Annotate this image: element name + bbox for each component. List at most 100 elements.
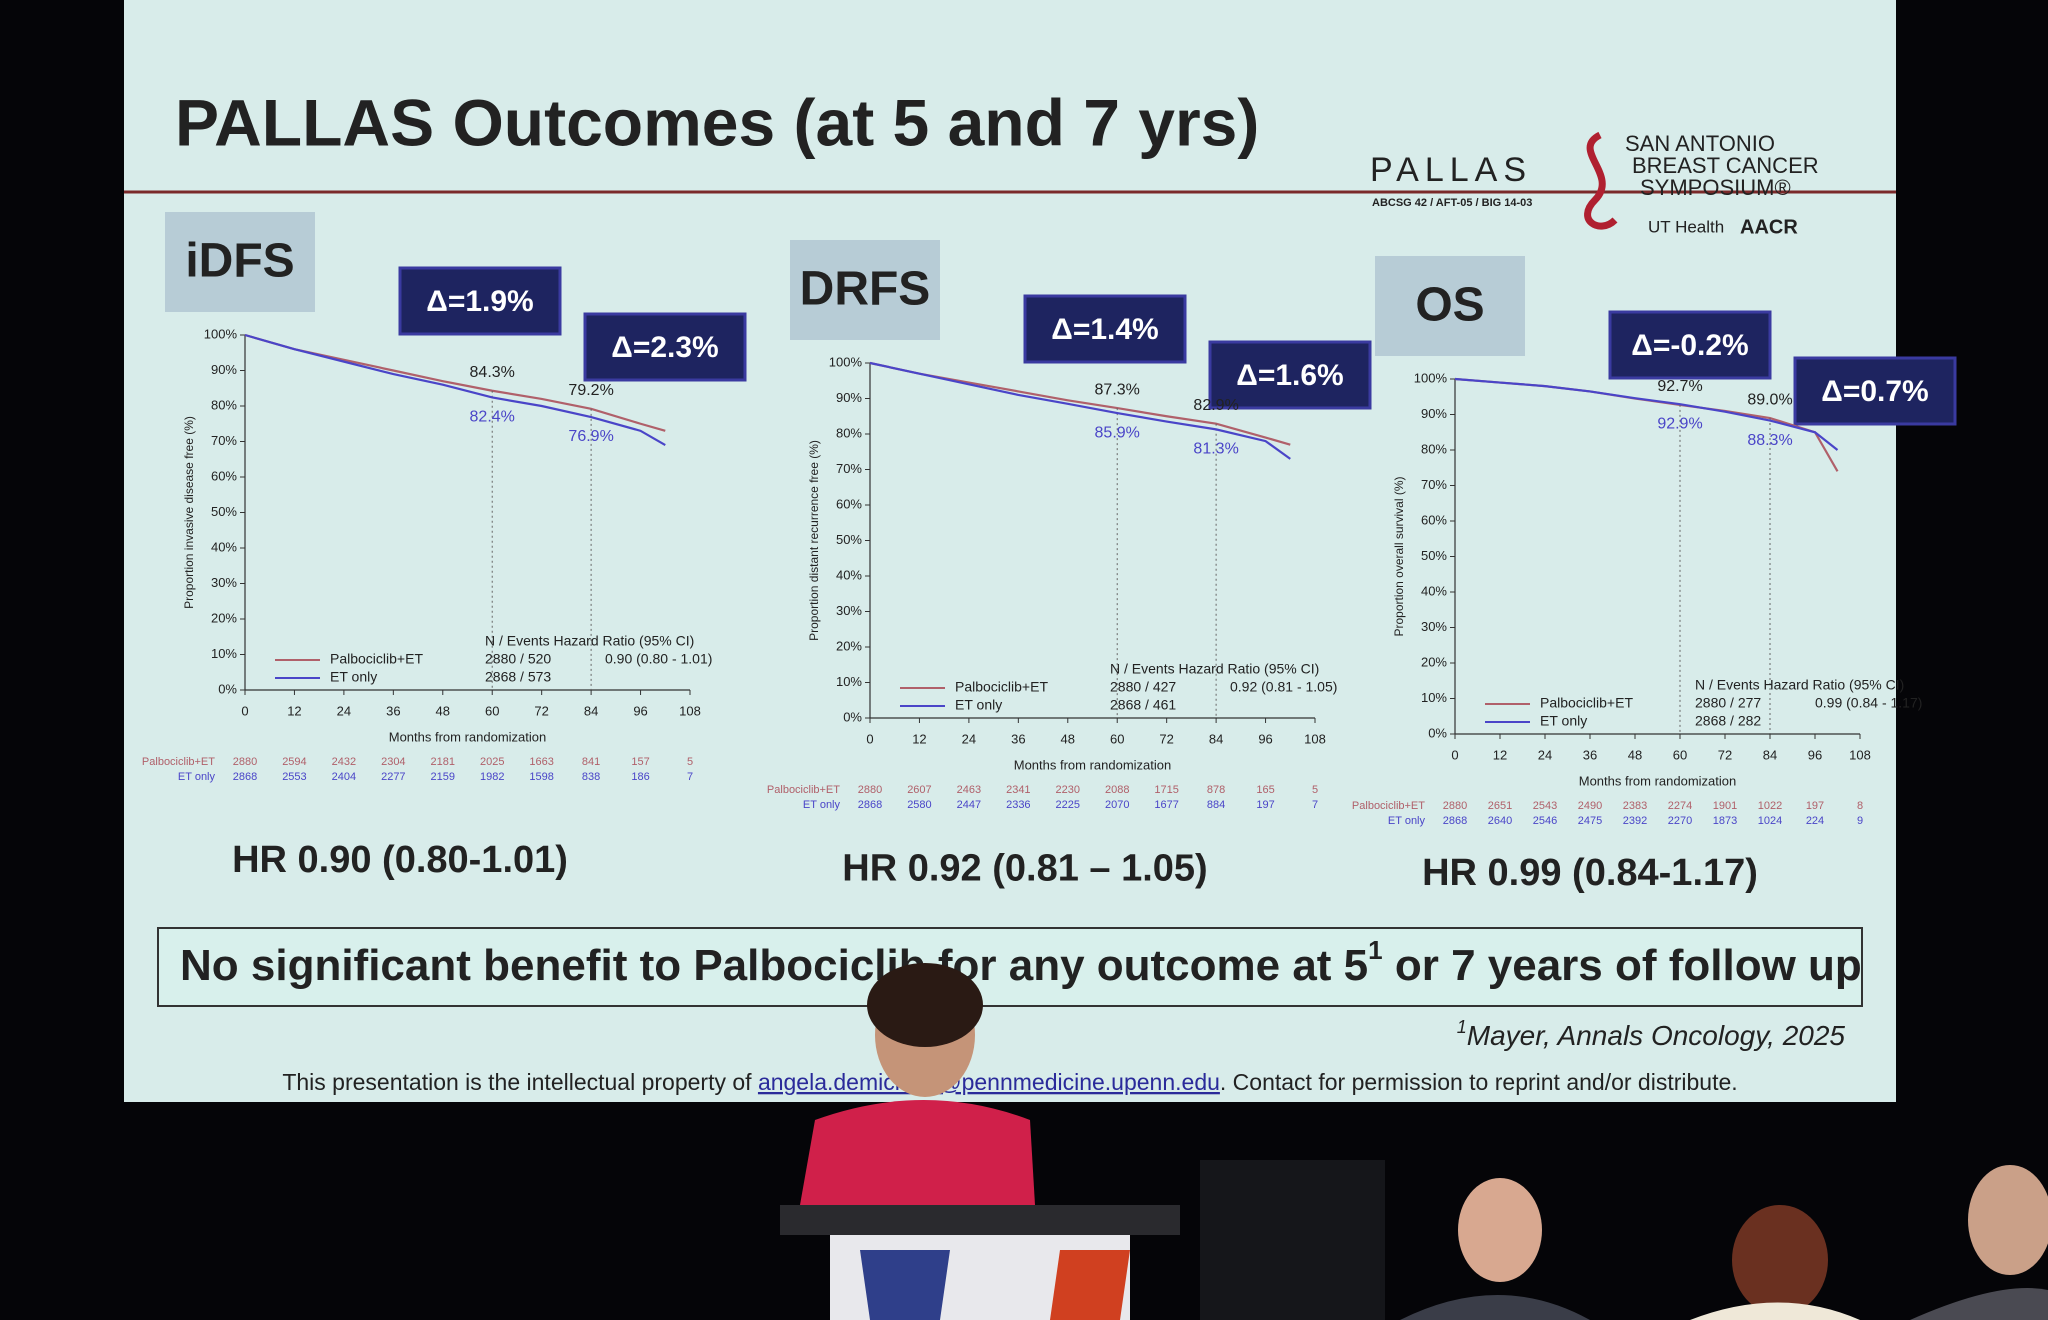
hazard-ratio: HR 0.92 (0.81 – 1.05)	[842, 847, 1207, 889]
y-tick-label: 90%	[1421, 406, 1447, 421]
hazard-ratio: HR 0.99 (0.84-1.17)	[1422, 852, 1758, 894]
y-tick-label: 0%	[843, 709, 862, 724]
stats-cell: 0.90 (0.80 - 1.01)	[605, 651, 712, 667]
risk-count: 2546	[1533, 815, 1557, 827]
y-tick-label: 40%	[211, 539, 237, 554]
x-tick-label: 24	[1538, 747, 1552, 762]
risk-row-label: ET only	[1388, 815, 1426, 827]
panel-title: DRFS	[800, 263, 931, 316]
risk-count: 197	[1256, 799, 1274, 811]
value-label: 92.9%	[1657, 415, 1702, 432]
risk-count: 2880	[233, 756, 257, 768]
risk-count: 838	[582, 771, 600, 783]
sabcs-line: SAN ANTONIO	[1625, 131, 1775, 156]
legend-label: ET only	[1540, 713, 1587, 729]
risk-row-label: Palbociclib+ET	[1352, 800, 1425, 812]
delta-box	[1208, 340, 1372, 410]
risk-count: 2304	[381, 756, 405, 768]
panelist-hair	[1732, 1205, 1828, 1315]
delta-label: Δ=0.7%	[1821, 375, 1928, 408]
stats-cell: 0.92 (0.81 - 1.05)	[1230, 679, 1337, 695]
risk-row-label: ET only	[178, 771, 216, 783]
delta-label: Δ=1.4%	[1051, 313, 1158, 346]
stats-cell: 0.99 (0.84 - 1.17)	[1815, 695, 1922, 711]
risk-count: 841	[582, 756, 600, 768]
risk-count: 186	[631, 771, 649, 783]
x-tick-label: 0	[241, 703, 248, 718]
delta-box	[398, 266, 562, 336]
x-axis-label: Months from randomization	[1014, 757, 1172, 772]
panel-title: iDFS	[185, 235, 294, 288]
value-label: 92.7%	[1657, 378, 1702, 395]
panelist-body	[1910, 1288, 2048, 1320]
x-axis-label: Months from randomization	[389, 729, 547, 744]
footer-text: This presentation is the intellectual pr…	[282, 1069, 758, 1095]
x-tick-label: 0	[866, 731, 873, 746]
risk-row-label: Palbociclib+ET	[142, 756, 215, 768]
y-tick-label: 40%	[1421, 583, 1447, 598]
x-tick-label: 72	[1159, 731, 1173, 746]
x-tick-label: 0	[1451, 747, 1458, 762]
pallas-logo-sub: ABCSG 42 / AFT-05 / BIG 14-03	[1372, 197, 1532, 209]
risk-count: 2475	[1578, 815, 1602, 827]
survival-curve	[869, 361, 1291, 460]
x-tick-label: 48	[436, 703, 450, 718]
conclusion-sup: 1	[1368, 935, 1382, 965]
stats-cell: 2880 / 277	[1695, 695, 1761, 711]
y-tick-label: 50%	[211, 504, 237, 519]
risk-count: 1982	[480, 771, 504, 783]
risk-count: 2880	[858, 784, 882, 796]
risk-count: 2868	[1443, 815, 1467, 827]
x-tick-label: 60	[1110, 731, 1124, 746]
x-tick-label: 60	[485, 703, 499, 718]
risk-count: 7	[687, 771, 693, 783]
y-tick-label: 70%	[211, 433, 237, 448]
value-label: 89.0%	[1747, 391, 1792, 408]
risk-row-label: Palbociclib+ET	[767, 784, 840, 796]
footer: This presentation is the intellectual pr…	[282, 1069, 1737, 1095]
risk-count: 2230	[1056, 784, 1080, 796]
x-axis-label: Months from randomization	[1579, 773, 1737, 788]
y-tick-label: 60%	[1421, 512, 1447, 527]
risk-count: 224	[1806, 815, 1824, 827]
x-tick-label: 24	[337, 703, 351, 718]
panelist-head	[1968, 1165, 2048, 1275]
risk-count: 878	[1207, 784, 1225, 796]
y-tick-label: 0%	[1428, 725, 1447, 740]
podium-stripe	[860, 1250, 950, 1320]
risk-count: 2159	[431, 771, 455, 783]
value-label: 81.3%	[1193, 441, 1238, 458]
risk-count: 2463	[957, 784, 981, 796]
risk-count: 2543	[1533, 800, 1557, 812]
risk-count: 2880	[1443, 800, 1467, 812]
risk-count: 2274	[1668, 800, 1692, 812]
risk-count: 1677	[1154, 799, 1178, 811]
x-tick-label: 84	[1209, 731, 1223, 746]
legend-label: Palbociclib+ET	[955, 679, 1048, 695]
x-tick-label: 84	[1763, 747, 1777, 762]
stats-cell: 2868 / 282	[1695, 713, 1761, 729]
y-tick-label: 30%	[836, 603, 862, 618]
risk-count: 2088	[1105, 784, 1129, 796]
x-tick-label: 84	[584, 703, 598, 718]
risk-count: 2181	[431, 756, 455, 768]
panel-title-box	[790, 240, 940, 340]
legend-label: Palbociclib+ET	[330, 651, 423, 667]
podium-stripe	[1050, 1250, 1130, 1320]
hazard-ratio: HR 0.90 (0.80-1.01)	[232, 839, 568, 881]
conclusion: No significant benefit to Palbociclib fo…	[180, 935, 1862, 990]
y-tick-label: 30%	[211, 575, 237, 590]
x-tick-label: 12	[287, 703, 301, 718]
risk-count: 2447	[957, 799, 981, 811]
y-tick-label: 50%	[1421, 548, 1447, 563]
risk-row-label: ET only	[803, 799, 841, 811]
delta-label: Δ=1.6%	[1236, 359, 1343, 392]
stats-cell: 2880 / 520	[485, 651, 551, 667]
risk-count: 2640	[1488, 815, 1512, 827]
risk-count: 2651	[1488, 800, 1512, 812]
risk-count: 1024	[1758, 815, 1782, 827]
value-label: 84.3%	[470, 364, 515, 381]
y-tick-label: 20%	[836, 638, 862, 653]
y-tick-label: 90%	[211, 362, 237, 377]
stats-header: N / Events Hazard Ratio (95% CI)	[1695, 677, 1904, 693]
